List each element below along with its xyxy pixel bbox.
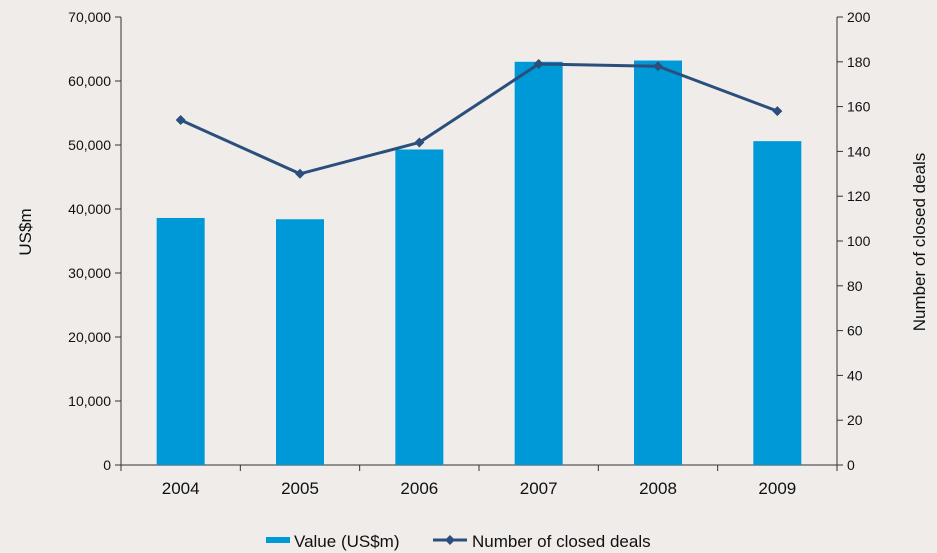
x-tick-label: 2005 — [281, 479, 319, 498]
deals-line-point — [533, 59, 544, 70]
x-tick-label: 2009 — [758, 479, 796, 498]
bar — [514, 61, 563, 466]
deals-line-point — [653, 61, 663, 72]
y2-tick-label: 140 — [847, 143, 871, 159]
x-tick-label: 2006 — [400, 479, 438, 498]
y2-tick-label: 80 — [847, 278, 863, 294]
bars — [156, 60, 802, 466]
y-tick-label: 40,000 — [68, 201, 111, 217]
y2-tick-label: 160 — [847, 99, 871, 115]
y2-tick-label: 180 — [847, 54, 871, 70]
deals-line-path — [180, 62, 778, 176]
y2-tick-label: 0 — [847, 457, 855, 473]
bar — [634, 60, 682, 466]
legend: Value (US$m) Number of closed deals — [266, 532, 651, 551]
x-tick-label: 2007 — [520, 479, 558, 498]
legend-line-marker — [445, 535, 455, 545]
x-tick-label: 2004 — [162, 479, 200, 498]
axes — [120, 17, 838, 466]
y-tick-label: 50,000 — [68, 137, 111, 153]
x-tick-label: 2008 — [639, 479, 677, 498]
y-tick-label: 10,000 — [68, 393, 111, 409]
legend-bar-label: Value (US$m) — [294, 532, 400, 551]
bar — [395, 149, 444, 466]
y2-tick-label: 200 — [847, 9, 871, 25]
y2-tick-label: 20 — [847, 412, 863, 428]
y2-axis-title: Number of closed deals — [910, 153, 929, 332]
y-axis-title: US$m — [16, 208, 35, 255]
y-tick-label: 60,000 — [68, 73, 111, 89]
ticks: 0 10,000 20,000 30,000 40,000 50,000 60,000 70,… — [68, 9, 870, 498]
y2-tick-label: 120 — [847, 188, 871, 204]
bar — [753, 141, 802, 465]
deals-line-point — [295, 168, 305, 179]
y-tick-label: 30,000 — [68, 265, 111, 281]
legend-line-label: Number of closed deals — [472, 532, 651, 551]
bar — [276, 219, 324, 465]
legend-bar-swatch — [266, 537, 290, 543]
bar — [156, 217, 205, 465]
deals-line — [175, 59, 783, 179]
y-tick-label: 0 — [103, 457, 111, 473]
deals-line-point — [175, 115, 186, 126]
deals-line-point — [414, 137, 425, 148]
y2-tick-label: 40 — [847, 367, 863, 383]
y-tick-label: 20,000 — [68, 329, 111, 345]
y-tick-label: 70,000 — [68, 9, 111, 25]
y2-tick-label: 60 — [847, 323, 863, 339]
y2-tick-label: 100 — [847, 233, 871, 249]
deals-line-point — [772, 106, 783, 117]
